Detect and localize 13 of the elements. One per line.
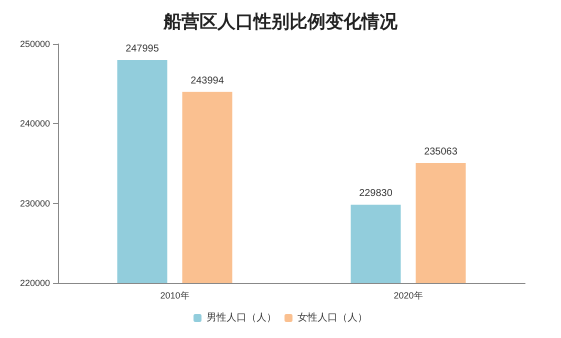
chart-title: 船营区人口性别比例变化情况 [162,12,398,32]
y-tick-label: 230000 [20,198,50,208]
data-label: 247995 [126,43,160,54]
legend-label: 男性人口（人） [206,312,276,324]
legend-label: 女性人口（人） [298,312,368,324]
y-tick-label: 250000 [20,39,50,49]
data-label: 235063 [424,146,458,158]
data-label: 229830 [359,188,393,200]
x-tick-label: 2020年 [394,290,423,300]
x-tick-label: 2010年 [160,290,190,300]
y-tick-label: 240000 [20,118,50,129]
y-tick-label: 220000 [20,278,50,288]
data-label: 243994 [190,75,224,86]
